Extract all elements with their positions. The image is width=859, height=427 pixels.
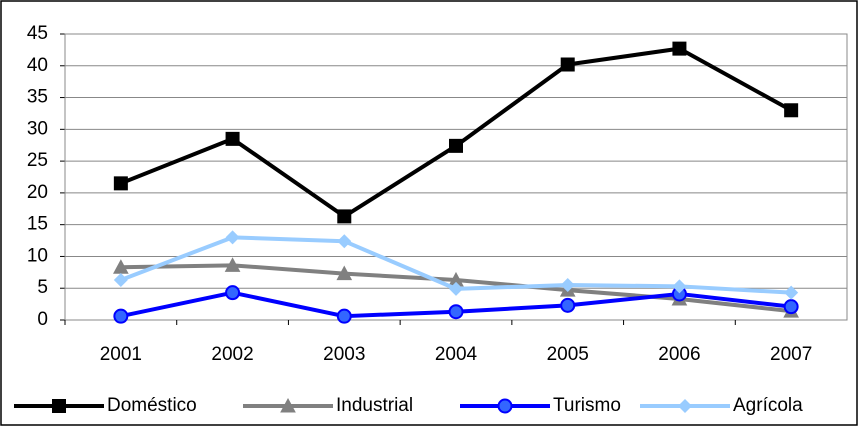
marker: [672, 279, 687, 294]
legend-label: Turismo: [553, 395, 621, 416]
marker: [783, 299, 799, 315]
y-tick-label: 10: [27, 245, 48, 266]
legend-marker: [497, 398, 513, 414]
marker: [448, 304, 464, 320]
y-tick-label: 25: [27, 150, 48, 171]
plot-border: [64, 33, 848, 321]
x-tick-label: 2005: [547, 344, 589, 365]
legend-marker: [678, 399, 692, 413]
y-tick-label: 5: [37, 277, 48, 298]
marker: [336, 308, 352, 324]
legend-label: Doméstico: [107, 395, 197, 416]
marker: [336, 265, 353, 281]
legend-label: Agrícola: [733, 395, 803, 416]
marker: [449, 138, 463, 153]
y-tick-label: 45: [27, 23, 48, 44]
marker: [224, 257, 241, 272]
marker: [449, 281, 463, 296]
marker: [560, 297, 576, 313]
legend-marker: [52, 399, 66, 413]
marker: [225, 131, 240, 146]
marker: [337, 234, 352, 249]
y-tick-label: 20: [27, 182, 48, 203]
x-tick-label: 2003: [323, 344, 365, 365]
marker: [337, 209, 352, 224]
marker: [113, 176, 128, 191]
y-tick-label: 0: [37, 309, 48, 330]
y-tick-label: 35: [27, 87, 48, 108]
x-tick-label: 2001: [100, 344, 142, 365]
x-tick-label: 2004: [435, 344, 478, 365]
marker: [225, 230, 240, 245]
y-tick-label: 15: [27, 214, 48, 235]
marker: [784, 103, 799, 118]
marker: [560, 278, 575, 293]
x-tick-label: 2007: [770, 344, 812, 365]
legend-label: Industrial: [336, 395, 413, 416]
x-tick-label: 2002: [211, 344, 253, 365]
y-tick-label: 40: [27, 55, 48, 76]
marker: [560, 57, 575, 72]
y-tick-label: 30: [27, 118, 48, 139]
marker: [113, 272, 128, 287]
marker: [672, 41, 687, 56]
x-tick-label: 2006: [658, 344, 700, 365]
marker: [784, 285, 799, 300]
marker: [225, 285, 241, 301]
legend-marker: [280, 397, 296, 413]
marker: [113, 308, 129, 324]
